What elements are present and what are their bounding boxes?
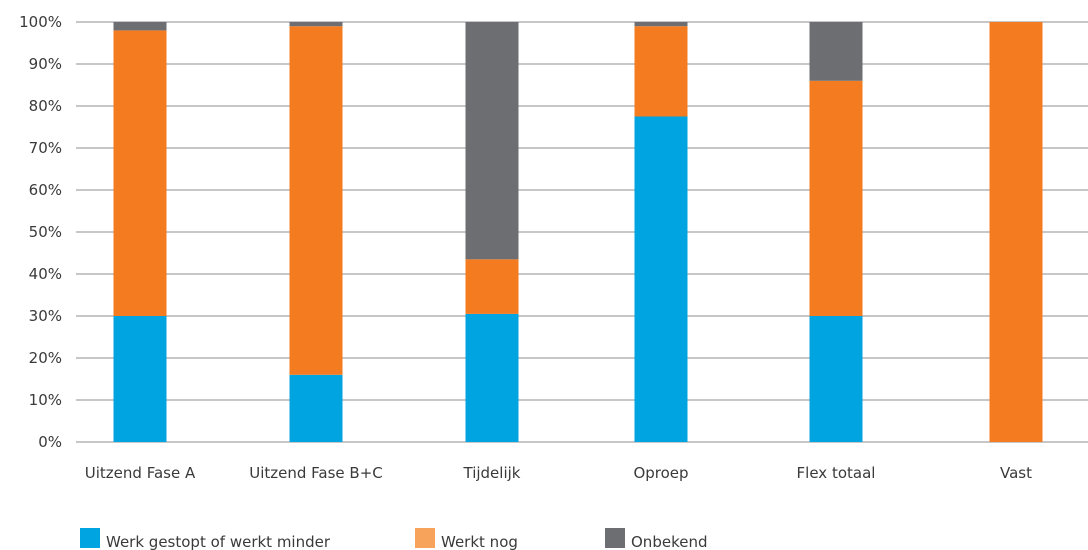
bar-segment xyxy=(113,316,167,442)
legend-label: Onbekend xyxy=(631,533,707,550)
y-tick-label: 60% xyxy=(29,181,62,199)
y-tick-label: 40% xyxy=(29,265,62,283)
bar-segment xyxy=(634,22,688,27)
y-tick-label: 0% xyxy=(38,433,62,451)
bar-segment xyxy=(289,22,343,27)
legend-swatch xyxy=(415,528,435,548)
bar-segment xyxy=(809,80,863,316)
y-tick-label: 20% xyxy=(29,349,62,367)
bar-segment xyxy=(989,22,1043,442)
y-tick-label: 80% xyxy=(29,97,62,115)
x-category-label: Tijdelijk xyxy=(463,464,521,482)
bar-segment xyxy=(289,26,343,375)
y-axis-tick-labels: 0% 10% 20% 30% 40% 50% 60% 70% 80% 90% 100% xyxy=(19,13,62,451)
bar-segment xyxy=(465,259,519,314)
x-category-label: Vast xyxy=(1000,464,1032,482)
bar-segment xyxy=(113,30,167,317)
x-category-label: Flex totaal xyxy=(797,464,876,482)
bar-segment xyxy=(465,22,519,260)
legend-label: Werkt nog xyxy=(441,533,518,550)
bar-segment xyxy=(634,26,688,117)
x-category-label: Oproep xyxy=(633,464,688,482)
legend: Werk gestopt of werkt minder Werkt nog Onb… xyxy=(80,528,707,550)
bar-segment xyxy=(465,313,519,442)
legend-swatch xyxy=(80,528,100,548)
x-category-label: Uitzend Fase B+C xyxy=(249,464,383,482)
bar-segment xyxy=(634,116,688,442)
x-axis-category-labels: Uitzend Fase A Uitzend Fase B+C Tijdelijk O… xyxy=(85,464,1032,482)
gridlines xyxy=(76,21,1088,443)
bar-segment xyxy=(289,374,343,442)
y-tick-label: 100% xyxy=(19,13,62,31)
bar-segment xyxy=(809,22,863,81)
y-tick-label: 90% xyxy=(29,55,62,73)
bar-segment xyxy=(113,22,167,31)
y-tick-label: 50% xyxy=(29,223,62,241)
bars xyxy=(113,22,1043,442)
y-tick-label: 10% xyxy=(29,391,62,409)
y-tick-label: 30% xyxy=(29,307,62,325)
bar-segment xyxy=(809,316,863,442)
x-category-label: Uitzend Fase A xyxy=(85,464,196,482)
y-tick-label: 70% xyxy=(29,139,62,157)
legend-label: Werk gestopt of werkt minder xyxy=(106,533,331,550)
legend-swatch xyxy=(605,528,625,548)
